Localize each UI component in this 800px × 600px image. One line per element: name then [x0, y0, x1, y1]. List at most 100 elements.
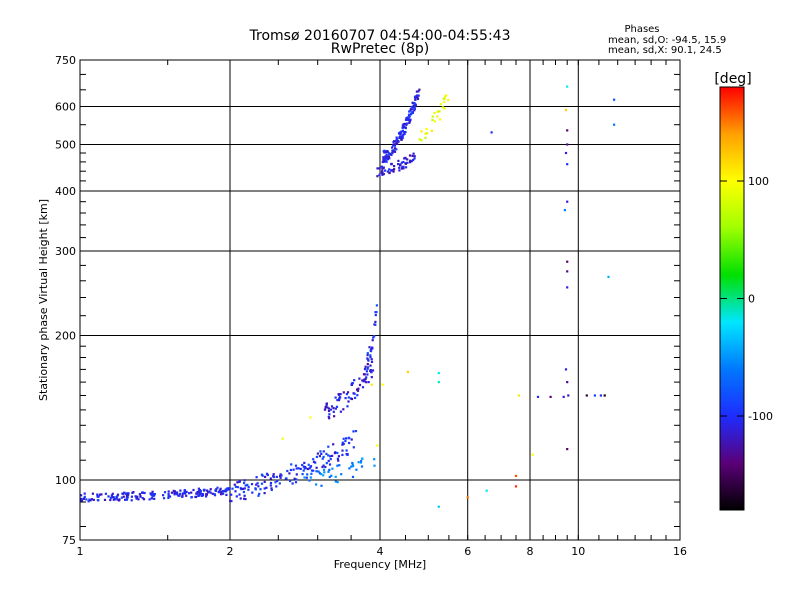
data-point [613, 98, 616, 101]
data-point [334, 480, 337, 483]
data-point [92, 498, 95, 501]
data-point [152, 492, 155, 496]
stats-line-x: mean, sd,X: 90.1, 24.5 [608, 45, 722, 56]
data-point [143, 491, 146, 495]
data-point [350, 465, 353, 468]
data-point [256, 482, 259, 485]
data-point [566, 381, 569, 384]
data-point [405, 166, 408, 169]
data-point [87, 500, 90, 503]
data-point [328, 417, 331, 420]
data-point [222, 492, 225, 495]
data-point [517, 394, 520, 397]
data-point [380, 171, 383, 174]
data-point [79, 499, 82, 502]
data-point [321, 457, 324, 460]
data-point [112, 498, 115, 501]
data-point [400, 136, 403, 139]
data-point [404, 122, 407, 125]
data-point [225, 489, 228, 492]
data-point [304, 466, 307, 469]
data-point [219, 487, 222, 490]
data-point [342, 437, 345, 440]
data-point [338, 464, 341, 467]
data-point [372, 336, 375, 339]
x-tick-label: 16 [673, 545, 687, 558]
data-point [387, 152, 391, 156]
data-point [135, 497, 138, 500]
data-point [309, 465, 312, 469]
data-point [391, 146, 394, 149]
data-point [322, 464, 325, 467]
data-point [393, 143, 396, 146]
data-point [366, 357, 369, 360]
data-point [337, 459, 340, 462]
data-point [355, 468, 358, 471]
data-point [376, 175, 379, 178]
data-point [188, 492, 191, 495]
data-point [400, 161, 403, 164]
data-point [83, 495, 86, 498]
data-point [322, 455, 325, 458]
data-point [323, 408, 327, 411]
data-point [337, 455, 340, 458]
data-point [177, 494, 180, 497]
stats-header: Phases [624, 24, 659, 35]
data-point [325, 452, 328, 455]
data-point [358, 377, 361, 380]
data-point [318, 455, 321, 458]
data-point [176, 493, 179, 496]
data-point [272, 475, 275, 478]
data-point [235, 495, 238, 498]
data-point [374, 314, 377, 317]
data-point [328, 413, 331, 416]
data-point [439, 118, 442, 121]
y-tick-label: 750 [55, 54, 76, 67]
colorbar-label: [deg] [714, 71, 751, 87]
data-point [120, 496, 123, 499]
data-point [363, 380, 366, 383]
data-point [395, 136, 398, 139]
data-point [333, 415, 336, 418]
data-point [181, 494, 184, 497]
data-point [327, 445, 330, 448]
data-point [345, 453, 348, 456]
data-point [424, 132, 427, 135]
data-point [390, 169, 393, 172]
data-point [365, 376, 368, 379]
data-point [368, 346, 371, 349]
grid-lines [80, 60, 680, 540]
data-point [332, 407, 335, 410]
y-axis-label: Stationary phase Virtual Height [km] [37, 199, 50, 401]
data-point [388, 168, 391, 171]
data-point [399, 133, 402, 136]
data-point [564, 368, 568, 371]
data-point [141, 491, 144, 494]
data-point [308, 479, 311, 482]
data-point [412, 101, 415, 105]
data-point [148, 498, 151, 501]
x-tick-label: 4 [377, 545, 384, 558]
colorbar-tick-label: 100 [748, 175, 769, 188]
data-point [323, 471, 326, 474]
data-point [243, 487, 246, 490]
data-point [563, 209, 566, 212]
data-point [397, 163, 400, 166]
data-point [293, 477, 296, 480]
data-point [231, 487, 234, 490]
data-point [176, 491, 179, 494]
data-point [406, 122, 409, 125]
data-point [109, 496, 112, 499]
data-point [317, 470, 320, 473]
data-point [334, 396, 337, 399]
data-point [264, 475, 267, 478]
data-point [114, 498, 117, 501]
data-point [230, 500, 233, 503]
data-point [393, 140, 396, 143]
data-point [410, 160, 413, 163]
data-point [328, 475, 331, 479]
data-point [373, 323, 376, 326]
data-point [289, 468, 292, 472]
data-point [334, 407, 337, 410]
data-point [566, 448, 569, 451]
